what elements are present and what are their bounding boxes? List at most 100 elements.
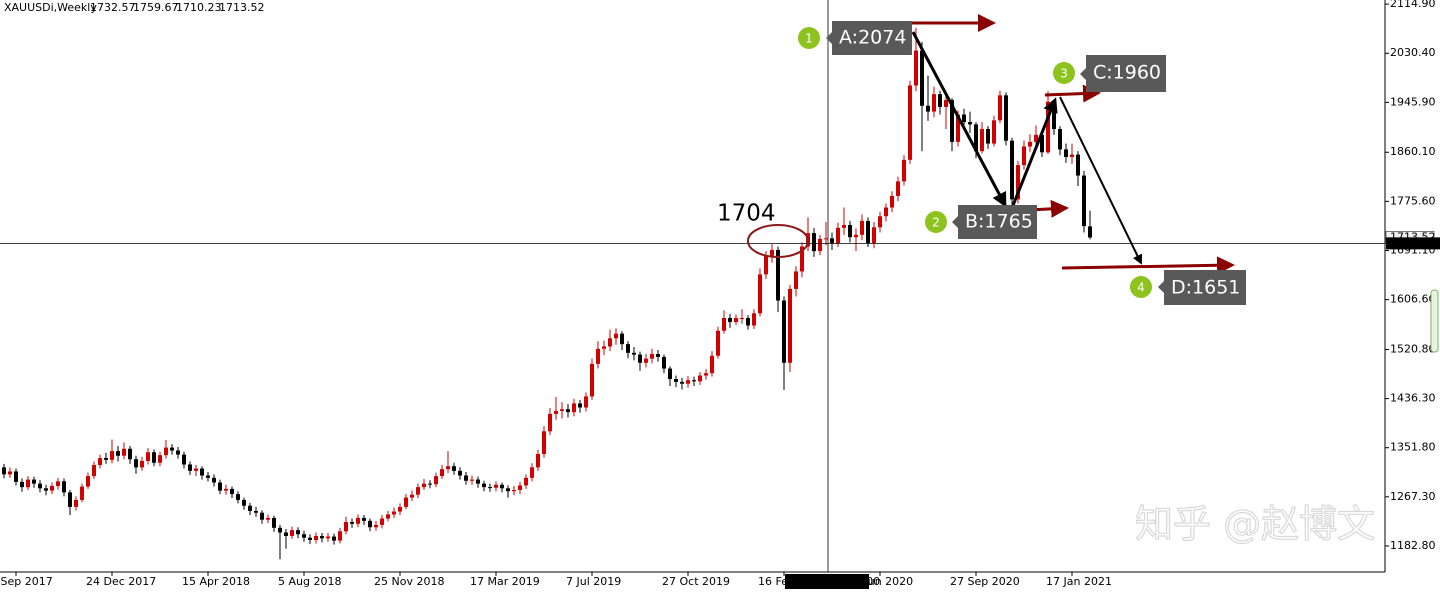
candle-body [464,475,468,481]
candle-body [770,249,774,256]
candle-body [638,354,642,363]
candle-body [164,447,168,456]
x-tick-label: 27 Sep 2020 [950,575,1020,588]
candle-body [92,465,96,477]
candle-body [776,249,780,301]
candle-body [524,477,528,486]
candle-body [866,220,870,243]
candle-body [182,454,186,465]
level-arrow [1044,84,1101,103]
point-label-text: A:2074 [839,27,906,49]
candle-body [854,234,858,238]
candle-body [500,484,504,489]
y-tick-label: 1182.80 [1390,539,1436,552]
candle-body [410,494,414,498]
x-tick-label: 5 Aug 2018 [278,575,341,588]
candle-body [422,483,426,488]
candle-body [1070,154,1074,157]
scroll-handle[interactable] [1430,289,1439,353]
candle-body [752,313,756,326]
candle-body [644,358,648,363]
highlight-ellipse [747,224,809,258]
candle-body [116,451,120,456]
candle-body [302,534,306,538]
candle-body [920,50,924,106]
candle-body [926,105,930,112]
candle-body [686,380,690,384]
y-tick-label: 1351.80 [1390,441,1436,454]
candle-body [662,356,666,369]
candle-body [986,129,990,144]
candle-body [482,483,486,488]
path-arrow [911,31,1007,208]
candle-body [536,453,540,468]
candle-body [650,354,654,359]
candle-body [860,220,864,235]
candle-body [572,403,576,413]
candle-body [668,368,672,380]
point-label-text: B:1765 [965,211,1033,233]
candle-body [890,195,894,208]
candle-body [950,99,954,142]
y-tick-label: 1267.30 [1390,490,1436,503]
candle-body [602,346,606,349]
candle-body [332,536,336,541]
candle-body [326,536,330,539]
candle-body [992,120,996,144]
candle-body [578,403,582,408]
candle-body [50,485,54,491]
y-tick-label: 1520.80 [1390,342,1436,355]
candle-body [1052,101,1056,130]
point-marker: 4 [1130,276,1152,298]
point-marker: 1 [798,27,820,49]
candle-body [542,431,546,454]
x-tick-label: 3 Sep 2017 [0,575,53,588]
candle-body [152,452,156,463]
point-marker: 2 [925,211,947,233]
candle-body [878,216,882,228]
candle-body [800,246,804,272]
candle-body [782,300,786,363]
candle-body [296,530,300,535]
candle-body [740,317,744,319]
candle-body [896,181,900,196]
crosshair-price-label: 1703.34 [1390,237,1436,250]
x-tick-label: 17 Mar 2019 [470,575,540,588]
candle-body [698,375,702,382]
candle-body [26,479,30,488]
candle-body [1028,141,1032,147]
candle-body [74,499,78,507]
candle-body [224,488,228,491]
candle-body [560,409,564,411]
candle-body [938,94,942,107]
candle-body [848,224,852,238]
header-low: 1710.23 [176,1,222,14]
candle-body [440,469,444,477]
candle-body [362,517,366,521]
candle-body [758,274,762,314]
candle-body [1088,226,1092,238]
candle-body [212,477,216,483]
candle-body [350,522,354,524]
y-tick-label: 2030.40 [1390,46,1436,59]
candle-body [1004,95,1008,141]
candle-body [128,448,132,460]
candle-body [1016,165,1020,200]
point-marker: 3 [1053,62,1075,84]
candle-body [254,510,258,513]
candle-body [932,94,936,112]
path-arrow [1010,97,1058,209]
candle-body [584,396,588,408]
candle-body [104,458,108,460]
point-label-text: C:1960 [1093,62,1161,84]
candle-body [548,413,552,432]
candle-body [842,224,846,228]
candle-body [596,348,600,364]
candle-body [746,317,750,326]
x-tick-label: 7 Jul 2019 [566,575,621,588]
candle-body [530,467,534,478]
x-tick-label: 27 Oct 2019 [662,575,730,588]
candle-body [344,522,348,532]
candle-body [278,527,282,533]
